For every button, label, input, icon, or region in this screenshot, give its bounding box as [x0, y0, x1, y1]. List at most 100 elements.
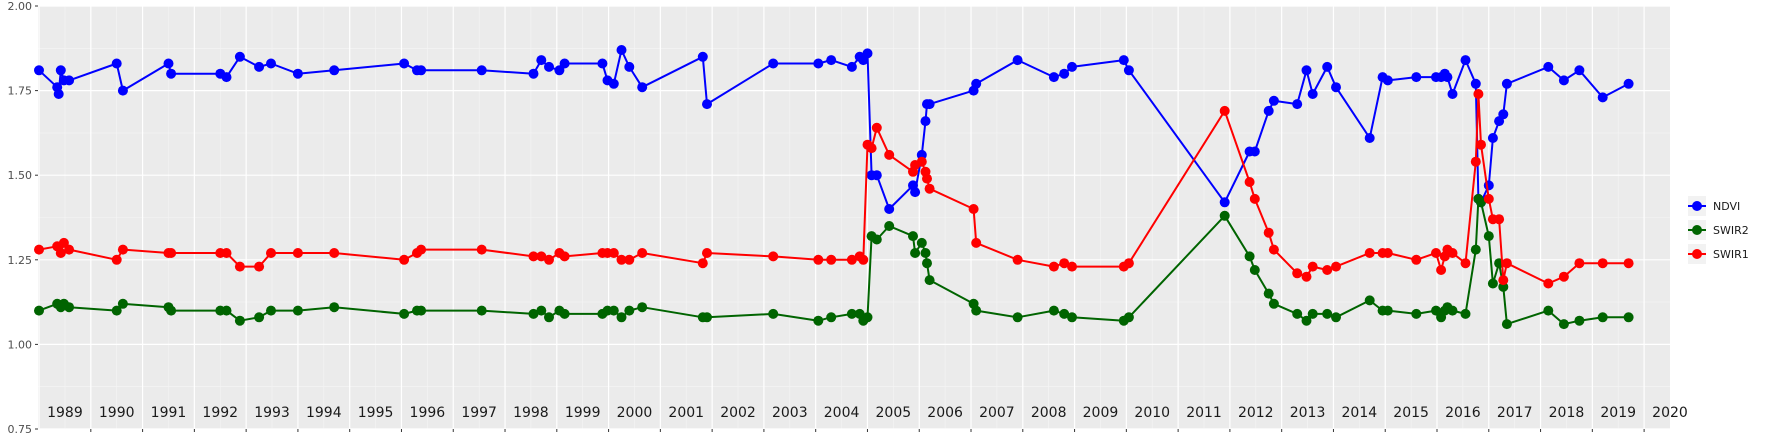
data-point-ndvi	[55, 65, 66, 76]
data-point-ndvi	[1558, 75, 1569, 86]
data-point-swir2	[624, 305, 635, 316]
data-point-swir2	[1048, 305, 1059, 316]
data-point-ndvi	[266, 58, 276, 69]
data-point-swir1	[544, 254, 554, 265]
data-point-swir2	[1219, 210, 1230, 221]
x-tick-label: 2001	[668, 405, 704, 421]
data-point-swir1	[1543, 278, 1554, 289]
data-point-ndvi	[846, 61, 857, 72]
x-tick-label: 2000	[617, 405, 653, 421]
x-tick-label: 2017	[1497, 405, 1533, 421]
data-point-swir2	[1331, 312, 1341, 323]
data-point-swir1	[1597, 258, 1608, 269]
data-point-ndvi	[536, 55, 547, 66]
x-axis-labels: 1989 1990 1991 1992 1993 1994 1995 1996 1997 1998…	[47, 405, 1688, 432]
data-point-swir2	[908, 231, 918, 242]
y-tick-label: 2.00	[8, 0, 33, 13]
data-point-swir2	[1501, 319, 1512, 330]
data-point-swir2	[254, 312, 265, 323]
data-point-swir2	[768, 308, 779, 319]
data-point-ndvi	[971, 78, 982, 89]
data-point-ndvi	[1331, 82, 1341, 93]
data-point-swir1	[1012, 254, 1023, 265]
data-point-swir1	[1331, 261, 1341, 272]
data-point-ndvi	[1364, 133, 1375, 143]
data-point-swir1	[924, 183, 935, 194]
data-point-ndvi	[637, 82, 648, 93]
data-point-swir1	[1460, 258, 1471, 269]
grid-major	[38, 5, 1670, 430]
data-point-swir1	[416, 244, 427, 255]
data-point-swir2	[416, 305, 427, 316]
data-point-ndvi	[1307, 89, 1318, 99]
data-point-ndvi	[1123, 65, 1134, 76]
data-point-swir1	[866, 143, 877, 154]
data-point-swir1	[1431, 248, 1441, 258]
data-point-swir2	[528, 308, 539, 319]
x-tick-label: 1995	[358, 405, 394, 421]
y-tick-label: 0.75	[8, 423, 33, 436]
y-axis: 0.75 1.00 1.25 1.50 1.75 2.00	[8, 0, 38, 436]
data-point-swir2	[559, 308, 570, 319]
data-point-swir2	[1470, 244, 1481, 255]
data-point-ndvi	[1249, 146, 1260, 157]
legend-key-point	[1692, 225, 1702, 235]
data-point-ndvi	[1498, 109, 1509, 120]
data-point-ndvi	[476, 65, 487, 76]
legend-label-swir1: SWIR1	[1713, 248, 1749, 261]
data-point-swir2	[1249, 265, 1260, 275]
data-point-ndvi	[544, 61, 554, 72]
data-point-ndvi	[1048, 72, 1059, 83]
data-point-swir1	[608, 248, 619, 258]
data-point-swir1	[1219, 105, 1230, 116]
data-point-swir1	[1382, 248, 1393, 258]
data-point-swir1	[64, 244, 75, 255]
data-point-swir2	[637, 302, 648, 313]
data-point-swir2	[1483, 231, 1494, 242]
data-point-ndvi	[329, 65, 340, 76]
data-point-swir1	[768, 251, 779, 262]
x-tick-label: 1996	[410, 405, 446, 421]
data-point-swir1	[1470, 156, 1481, 167]
data-point-swir2	[920, 248, 931, 258]
data-point-swir1	[1623, 258, 1634, 269]
data-point-ndvi	[1012, 55, 1023, 66]
x-tick-label: 1998	[513, 405, 549, 421]
data-point-ndvi	[1322, 61, 1333, 72]
data-point-swir1	[826, 254, 837, 265]
data-point-ndvi	[1382, 75, 1393, 86]
data-point-swir1	[637, 248, 648, 258]
data-point-ndvi	[1460, 55, 1471, 66]
data-point-swir1	[1268, 244, 1279, 255]
data-point-ndvi	[597, 58, 608, 69]
data-point-ndvi	[64, 75, 75, 86]
data-point-swir2	[111, 305, 122, 316]
y-tick-label: 1.50	[8, 169, 33, 182]
data-point-swir2	[476, 305, 487, 316]
data-point-ndvi	[1470, 78, 1481, 89]
x-tick-label: 1989	[47, 405, 83, 421]
data-point-swir2	[1123, 312, 1134, 323]
data-point-swir2	[916, 237, 927, 248]
data-point-swir1	[616, 254, 627, 265]
data-point-swir1	[1411, 254, 1422, 265]
y-tick-label: 1.75	[8, 85, 33, 98]
data-point-ndvi	[768, 58, 779, 69]
data-point-swir2	[1292, 308, 1303, 319]
data-point-swir1	[871, 122, 882, 133]
data-point-ndvi	[616, 45, 627, 55]
data-point-swir1	[1558, 271, 1569, 282]
data-point-ndvi	[1543, 61, 1554, 72]
x-tick-label: 2011	[1186, 405, 1222, 421]
x-tick-label: 2003	[772, 405, 808, 421]
data-point-swir2	[1411, 308, 1422, 319]
data-point-swir2	[862, 312, 873, 323]
data-point-swir1	[1322, 265, 1333, 275]
data-point-swir2	[1307, 308, 1318, 319]
data-point-swir1	[884, 149, 895, 160]
data-point-swir2	[1382, 305, 1393, 316]
data-point-swir1	[1059, 258, 1070, 269]
data-point-swir1	[34, 244, 44, 255]
data-point-swir2	[1447, 305, 1458, 316]
data-point-swir2	[536, 305, 547, 316]
